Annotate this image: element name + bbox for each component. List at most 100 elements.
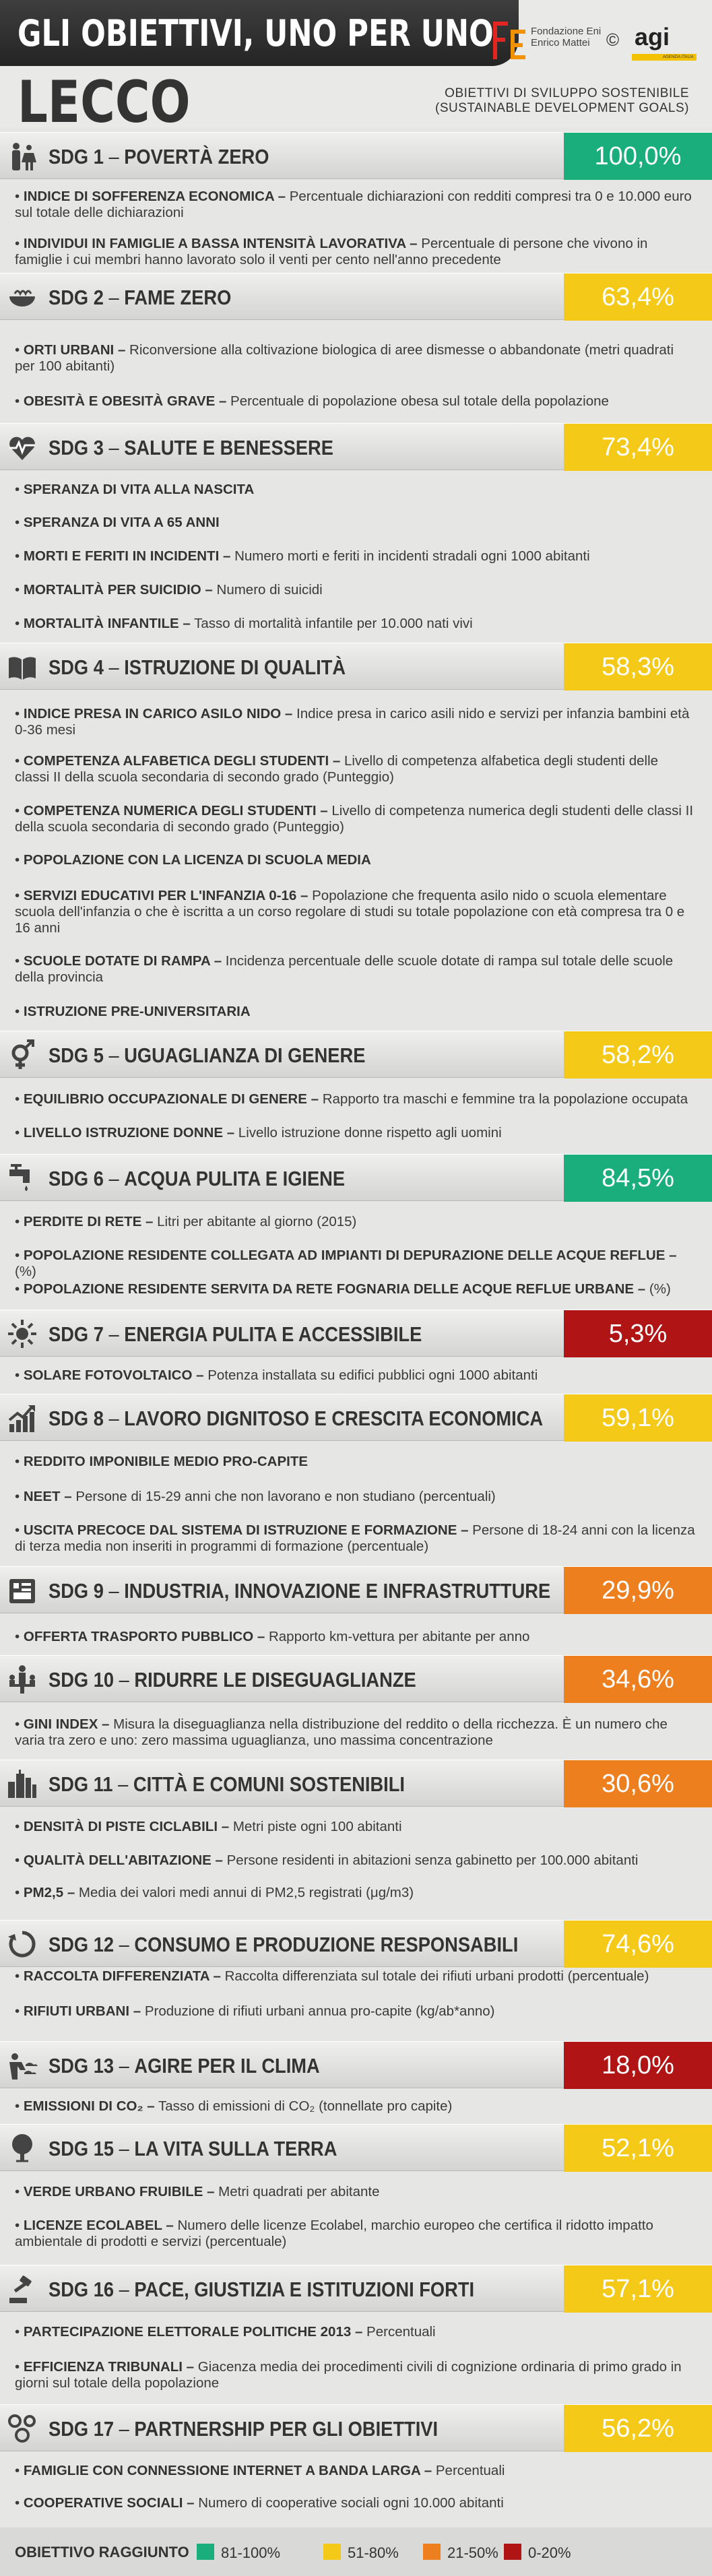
indicator-name: USCITA PRECOCE DAL SISTEMA DI ISTRUZIONE… <box>23 1522 469 1538</box>
indicator-name: RACCOLTA DIFFERENZIATA – <box>23 1968 221 1984</box>
sdg-8-title: SDG 8 – LAVORO DIGNITOSO E CRESCITA ECON… <box>48 1407 544 1430</box>
indicator-description: (%) <box>645 1281 671 1297</box>
bowl-icon <box>9 290 35 307</box>
sdg-7-bar: SDG 7 – ENERGIA PULITA E ACCESSIBILE 5,3% <box>0 1310 712 1357</box>
sdg-9-bar: SDG 9 – INDUSTRIA, INNOVAZIONE E INFRAST… <box>0 1566 712 1614</box>
legend-swatch-green <box>197 2544 214 2560</box>
legend-swatch-red <box>504 2544 521 2560</box>
indicator-item: • OBESITÀ E OBESITÀ GRAVE – Percentuale … <box>15 393 609 409</box>
sdg-12-score: 74,6% <box>564 1921 712 1968</box>
indicator-name: EQUILIBRIO OCCUPAZIONALE DI GENERE – <box>23 1091 319 1107</box>
feem-logo-text: Fondazione Eni Enrico Mattei <box>531 26 602 49</box>
indicator-name: SPERANZA DI VITA ALLA NASCITA <box>23 482 255 497</box>
indicator-name: VERDE URBANO FRUIBILE – <box>23 2184 215 2199</box>
indicator-name: SOLARE FOTOVOLTAICO – <box>23 1367 204 1383</box>
indicator-name: MORTALITÀ PER SUICIDIO – <box>23 582 213 598</box>
sdg-15-bar: SDG 15 – LA VITA SULLA TERRA 52,1% <box>0 2124 712 2172</box>
indicator-description: Livello di competenza alfabetica degli s… <box>15 753 659 785</box>
sdg-12-bar: SDG 12 – CONSUMO E PRODUZIONE RESPONSABI… <box>0 1920 712 1968</box>
indicator-description: Indice presa in carico asili nido e serv… <box>15 706 690 738</box>
sdg-11-title: SDG 11 – CITTÀ E COMUNI SOSTENIBILI <box>48 1772 406 1796</box>
indicator-item: • QUALITÀ DELL'ABITAZIONE – Persone resi… <box>15 1853 639 1868</box>
indicator-item: • USCITA PRECOCE DAL SISTEMA DI ISTRUZIO… <box>15 1522 695 1554</box>
indicator-name: INDICE DI SOFFERENZA ECONOMICA – <box>23 189 286 204</box>
indicator-name: RIFIUTI URBANI – <box>23 2003 141 2019</box>
indicator-item: • LIVELLO ISTRUZIONE DONNE – Livello ist… <box>15 1125 502 1140</box>
indicator-name: OBESITÀ E OBESITÀ GRAVE – <box>23 393 227 409</box>
indicator-name: COMPETENZA ALFABETICA DEGLI STUDENTI – <box>23 753 341 769</box>
indicator-item: • EMISSIONI DI CO₂ – Tasso di emissioni … <box>15 2098 453 2114</box>
indicator-name: DENSITÀ DI PISTE CICLABILI – <box>23 1819 230 1834</box>
indicator-name: LIVELLO ISTRUZIONE DONNE – <box>23 1125 235 1140</box>
indicator-item: • POPOLAZIONE RESIDENTE SERVITA DA RETE … <box>15 1281 671 1297</box>
sdg-5-title: SDG 5 – UGUAGLIANZA DI GENERE <box>48 1043 366 1067</box>
indicator-name: ISTRUZIONE PRE-UNIVERSITARIA <box>23 1004 251 1019</box>
sdg-4-title: SDG 4 – ISTRUZIONE DI QUALITÀ <box>48 655 346 679</box>
indicator-name: NEET – <box>23 1489 72 1504</box>
indicator-item: • COMPETENZA NUMERICA DEGLI STUDENTI – L… <box>15 803 694 835</box>
factory-icon <box>9 1579 35 1603</box>
sdg-9-title: SDG 9 – INDUSTRIA, INNOVAZIONE E INFRAST… <box>48 1579 551 1603</box>
sdg-3-bar: SDG 3 – SALUTE E BENESSERE 73,4% <box>0 423 712 471</box>
indicator-item: • PM2,5 – Media dei valori medi annui di… <box>15 1885 414 1900</box>
indicator-name: INDIVIDUI IN FAMIGLIE A BASSA INTENSITÀ … <box>23 236 418 251</box>
indicator-description: Popolazione che frequenta asilo nido o s… <box>15 888 685 936</box>
sdg-11-bar: SDG 11 – CITTÀ E COMUNI SOSTENIBILI 30,6% <box>0 1760 712 1807</box>
indicator-name: PARTECIPAZIONE ELETTORALE POLITICHE 2013… <box>23 2324 363 2340</box>
indicator-name: POPOLAZIONE CON LA LICENZA DI SCUOLA MED… <box>23 852 371 868</box>
sdg-10-bar: SDG 10 – RIDURRE LE DISEGUAGLIANZE 34,6% <box>0 1655 712 1703</box>
sdg-4-bar: SDG 4 – ISTRUZIONE DI QUALITÀ 58,3% <box>0 643 712 690</box>
indicator-description: Giacenza media dei procedimenti civili d… <box>15 2359 682 2391</box>
indicator-description: Numero di suicidi <box>212 582 323 598</box>
indicator-item: • RIFIUTI URBANI – Produzione di rifiuti… <box>15 2003 495 2019</box>
sun-icon <box>8 1320 36 1348</box>
legend-label-orange: 21-50% <box>447 2544 498 2561</box>
sdg-15-score: 52,1% <box>564 2125 712 2172</box>
city-icon <box>8 1770 36 1798</box>
indicator-description: Numero morti e feriti in incidenti strad… <box>230 548 590 564</box>
indicator-description: Misura la diseguaglianza nella distribuz… <box>15 1716 668 1748</box>
indicator-item: • POPOLAZIONE RESIDENTE COLLEGATA AD IMP… <box>15 1248 677 1279</box>
title-banner: GLI OBIETTIVI, UNO PER UNO <box>0 0 519 66</box>
indicator-description: Rapporto km-vettura per abitante per ann… <box>265 1629 530 1644</box>
indicator-description: Livello di competenza numerica degli stu… <box>15 803 694 835</box>
indicator-description: Percentuali <box>362 2324 436 2340</box>
indicator-name: SCUOLE DOTATE DI RAMPA – <box>23 953 222 969</box>
indicator-description: Percentuale di popolazione obesa sul tot… <box>226 393 609 409</box>
indicator-name: LICENZE ECOLABEL – <box>23 2218 174 2233</box>
sdg-8-bar: SDG 8 – LAVORO DIGNITOSO E CRESCITA ECON… <box>0 1394 712 1442</box>
indicator-description: Persone residenti in abitazioni senza ga… <box>222 1853 639 1868</box>
sdg-5-bar: SDG 5 – UGUAGLIANZA DI GENERE 58,2% <box>0 1031 712 1078</box>
indicator-item: • FAMIGLIE CON CONNESSIONE INTERNET A BA… <box>15 2463 505 2478</box>
copyright-symbol: © <box>606 30 620 50</box>
sdg-12-title: SDG 12 – CONSUMO E PRODUZIONE RESPONSABI… <box>48 1933 519 1956</box>
sdg-13-score: 18,0% <box>564 2042 712 2089</box>
indicator-name: PERDITE DI RETE – <box>23 1214 154 1229</box>
indicator-description: Persone di 15-29 anni che non lavorano e… <box>71 1489 496 1504</box>
sdg-17-bar: SDG 17 – PARTNERSHIP PER GLI OBIETTIVI 56… <box>0 2404 712 2452</box>
sdg-5-score: 58,2% <box>564 1031 712 1078</box>
indicator-name: PM2,5 – <box>23 1885 75 1900</box>
recycle-icon <box>8 1931 36 1958</box>
sdg-8-score: 59,1% <box>564 1394 712 1442</box>
header: GLI OBIETTIVI, UNO PER UNO LECCO Fondazi… <box>0 0 712 136</box>
indicator-item: • GINI INDEX – Misura la diseguaglianza … <box>15 1716 668 1748</box>
indicator-name: SPERANZA DI VITA A 65 ANNI <box>23 515 220 530</box>
agi-tagline: AGENZIA ITALIA <box>663 55 694 59</box>
indicator-name: GINI INDEX – <box>23 1716 110 1732</box>
indicator-name: REDDITO IMPONIBILE MEDIO PRO-CAPITE <box>23 1454 309 1469</box>
indicator-description: (%) <box>15 1264 36 1279</box>
sdg-10-score: 34,6% <box>564 1656 712 1703</box>
book-icon <box>9 657 36 680</box>
indicator-item: • NEET – Persone di 15-29 anni che non l… <box>15 1489 496 1504</box>
indicator-item: • MORTALITÀ PER SUICIDIO – Numero di sui… <box>15 582 323 598</box>
climate-icon <box>9 2053 38 2080</box>
indicator-description: Produzione di rifiuti urbani annua pro-c… <box>141 2003 495 2019</box>
gavel-icon <box>9 2276 32 2303</box>
sdg-9-score: 29,9% <box>564 1567 712 1614</box>
indicator-item: • INDICE DI SOFFERENZA ECONOMICA – Perce… <box>15 189 692 220</box>
legend: OBIETTIVO RAGGIUNTO 81-100% 51-80% 21-50… <box>0 2527 712 2576</box>
indicator-description: Media dei valori medi annui di PM2,5 reg… <box>75 1885 414 1900</box>
indicator-item: • SCUOLE DOTATE DI RAMPA – Incidenza per… <box>15 953 674 985</box>
indicator-description: Percentuale dichiarazioni con redditi co… <box>15 189 692 220</box>
